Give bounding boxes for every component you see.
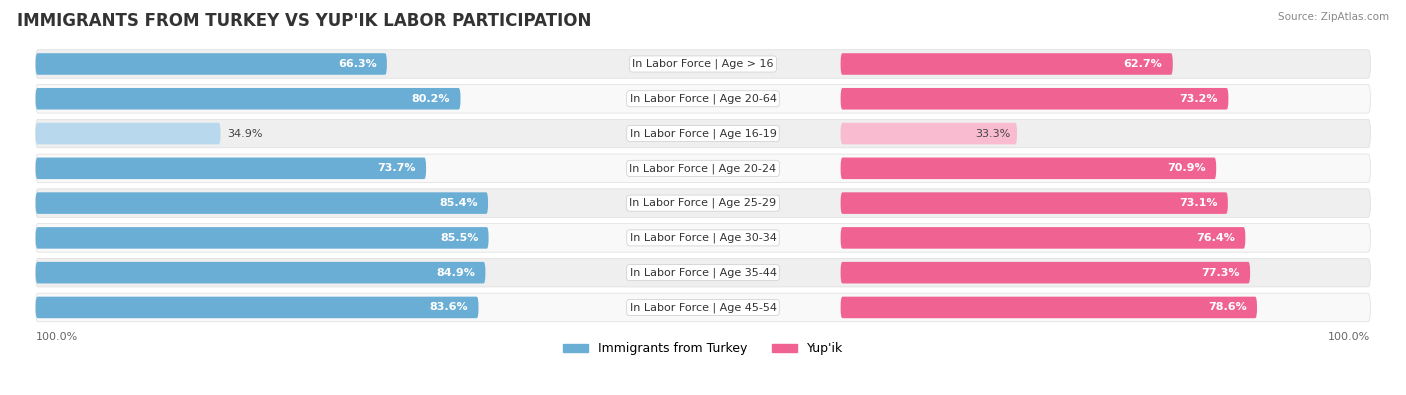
Text: 33.3%: 33.3% [974,128,1010,139]
FancyBboxPatch shape [35,50,1371,78]
FancyBboxPatch shape [35,88,461,109]
Text: 66.3%: 66.3% [337,59,377,69]
Text: 34.9%: 34.9% [228,128,263,139]
Text: 80.2%: 80.2% [412,94,450,104]
Text: In Labor Force | Age 30-34: In Labor Force | Age 30-34 [630,233,776,243]
FancyBboxPatch shape [35,297,478,318]
Text: In Labor Force | Age 20-64: In Labor Force | Age 20-64 [630,94,776,104]
Text: 84.9%: 84.9% [436,268,475,278]
FancyBboxPatch shape [35,192,488,214]
Text: In Labor Force | Age 35-44: In Labor Force | Age 35-44 [630,267,776,278]
FancyBboxPatch shape [35,53,387,75]
Text: 73.7%: 73.7% [377,163,416,173]
Text: In Labor Force | Age 20-24: In Labor Force | Age 20-24 [630,163,776,173]
FancyBboxPatch shape [35,154,1371,182]
FancyBboxPatch shape [841,53,1173,75]
Text: 76.4%: 76.4% [1197,233,1234,243]
FancyBboxPatch shape [841,262,1250,284]
FancyBboxPatch shape [35,123,221,144]
Text: IMMIGRANTS FROM TURKEY VS YUP'IK LABOR PARTICIPATION: IMMIGRANTS FROM TURKEY VS YUP'IK LABOR P… [17,12,592,30]
FancyBboxPatch shape [35,293,1371,322]
FancyBboxPatch shape [841,297,1257,318]
Text: 73.2%: 73.2% [1180,94,1218,104]
FancyBboxPatch shape [35,119,1371,148]
Text: 78.6%: 78.6% [1208,303,1247,312]
FancyBboxPatch shape [35,85,1371,113]
FancyBboxPatch shape [841,227,1246,249]
FancyBboxPatch shape [35,189,1371,217]
Text: 100.0%: 100.0% [1329,332,1371,342]
FancyBboxPatch shape [35,158,426,179]
Text: In Labor Force | Age > 16: In Labor Force | Age > 16 [633,59,773,69]
Text: 73.1%: 73.1% [1180,198,1218,208]
Text: In Labor Force | Age 45-54: In Labor Force | Age 45-54 [630,302,776,313]
FancyBboxPatch shape [841,158,1216,179]
Text: 77.3%: 77.3% [1201,268,1240,278]
Text: 83.6%: 83.6% [430,303,468,312]
Text: Source: ZipAtlas.com: Source: ZipAtlas.com [1278,12,1389,22]
FancyBboxPatch shape [35,224,1371,252]
FancyBboxPatch shape [841,88,1229,109]
FancyBboxPatch shape [35,258,1371,287]
Text: 70.9%: 70.9% [1167,163,1206,173]
FancyBboxPatch shape [841,123,1017,144]
FancyBboxPatch shape [841,192,1227,214]
Text: 85.5%: 85.5% [440,233,478,243]
Text: 62.7%: 62.7% [1123,59,1163,69]
FancyBboxPatch shape [35,227,488,249]
Text: 85.4%: 85.4% [439,198,478,208]
Text: 100.0%: 100.0% [35,332,77,342]
Legend: Immigrants from Turkey, Yup'ik: Immigrants from Turkey, Yup'ik [558,337,848,360]
Text: In Labor Force | Age 16-19: In Labor Force | Age 16-19 [630,128,776,139]
FancyBboxPatch shape [35,262,485,284]
Text: In Labor Force | Age 25-29: In Labor Force | Age 25-29 [630,198,776,208]
